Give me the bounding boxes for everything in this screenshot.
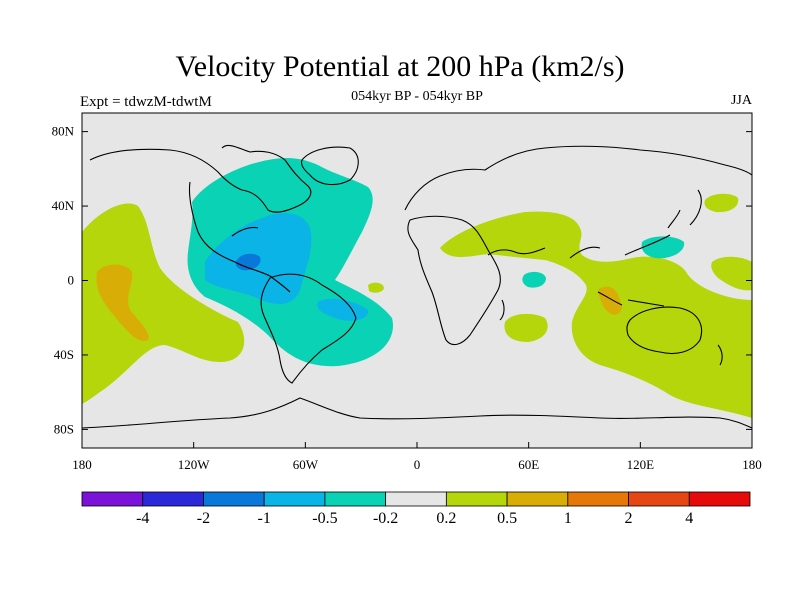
colorbar-label: -0.5 <box>312 510 337 527</box>
contour-eurasia-positive <box>440 211 752 418</box>
colorbar-swatch <box>263 491 326 507</box>
contour-pacific-center <box>96 264 149 341</box>
colorbar-label: 0.2 <box>436 510 456 527</box>
x-tick-label: 180 <box>742 457 762 472</box>
contour-pacific-positive <box>82 203 245 404</box>
coast-new-zealand <box>717 344 723 366</box>
contour-indian-negative <box>522 271 546 288</box>
coast-japan <box>667 209 681 229</box>
contour-fields <box>82 144 752 429</box>
coast-eurasia <box>404 145 752 259</box>
contour-indian-ocean-positive <box>504 313 548 342</box>
y-tick-label: 40N <box>52 198 75 213</box>
x-tick-label: 120W <box>178 457 211 472</box>
y-tick-label: 40S <box>54 347 74 362</box>
colorbar: -4 -2 -1 -0.5 -0.2 0.2 0.5 1 2 4 <box>81 491 751 527</box>
contour-atlantic-positive-dot <box>368 282 384 293</box>
colorbar-swatch <box>81 491 144 507</box>
x-axis: 180 120W 60W 0 60E 120E 180 <box>72 442 762 472</box>
x-tick-label: 60E <box>518 457 539 472</box>
colorbar-swatch <box>142 491 204 507</box>
contour-north-pacific-positive <box>711 256 752 291</box>
colorbar-swatch <box>445 491 508 507</box>
coast-north-america <box>89 144 312 293</box>
colorbar-swatch <box>567 491 629 507</box>
colorbar-label: 1 <box>564 510 572 527</box>
colorbar-label: 4 <box>685 510 693 527</box>
contour-west-china-positive <box>704 193 739 213</box>
contour-americas-minimum <box>235 253 261 271</box>
x-tick-label: 180 <box>72 457 92 472</box>
colorbar-swatch <box>628 491 690 507</box>
colorbar-swatch <box>385 491 447 507</box>
x-tick-label: 60W <box>293 457 319 472</box>
colorbar-swatch <box>324 491 387 507</box>
coast-africa <box>407 215 501 346</box>
colorbar-swatch <box>203 491 265 507</box>
season-label: JJA <box>730 93 752 108</box>
plot-subtitle: 054kyr BP - 054kyr BP <box>351 89 483 104</box>
y-tick-label: 80N <box>52 124 75 139</box>
y-tick-label: 0 <box>68 273 75 288</box>
plot-title: Velocity Potential at 200 hPa (km2/s) <box>175 50 625 83</box>
y-tick-label: 80S <box>54 421 74 436</box>
experiment-label: Expt = tdwzM-tdwtM <box>80 94 212 110</box>
coast-madagascar <box>499 299 505 321</box>
colorbar-label: -1 <box>258 510 271 527</box>
coast-greenland <box>300 146 359 186</box>
colorbar-swatch <box>506 491 569 507</box>
coast-south-america <box>260 273 357 384</box>
colorbar-label: 2 <box>625 510 633 527</box>
coast-antarctica <box>82 397 752 429</box>
coast-australia <box>626 306 703 355</box>
y-axis: 80N 40N 0 40S 80S <box>52 124 752 436</box>
colorbar-label: -4 <box>136 510 149 527</box>
colorbar-label: -2 <box>197 510 210 527</box>
colorbar-label: -0.2 <box>373 510 398 527</box>
coastlines <box>82 144 752 429</box>
contour-west-pacific-negative <box>641 236 685 259</box>
colorbar-label: 0.5 <box>497 510 517 527</box>
x-tick-label: 120E <box>627 457 655 472</box>
x-tick-label: 0 <box>414 457 421 472</box>
colorbar-swatch <box>688 491 751 507</box>
coast-indonesia <box>597 291 665 307</box>
contour-maritime-max <box>598 286 622 315</box>
